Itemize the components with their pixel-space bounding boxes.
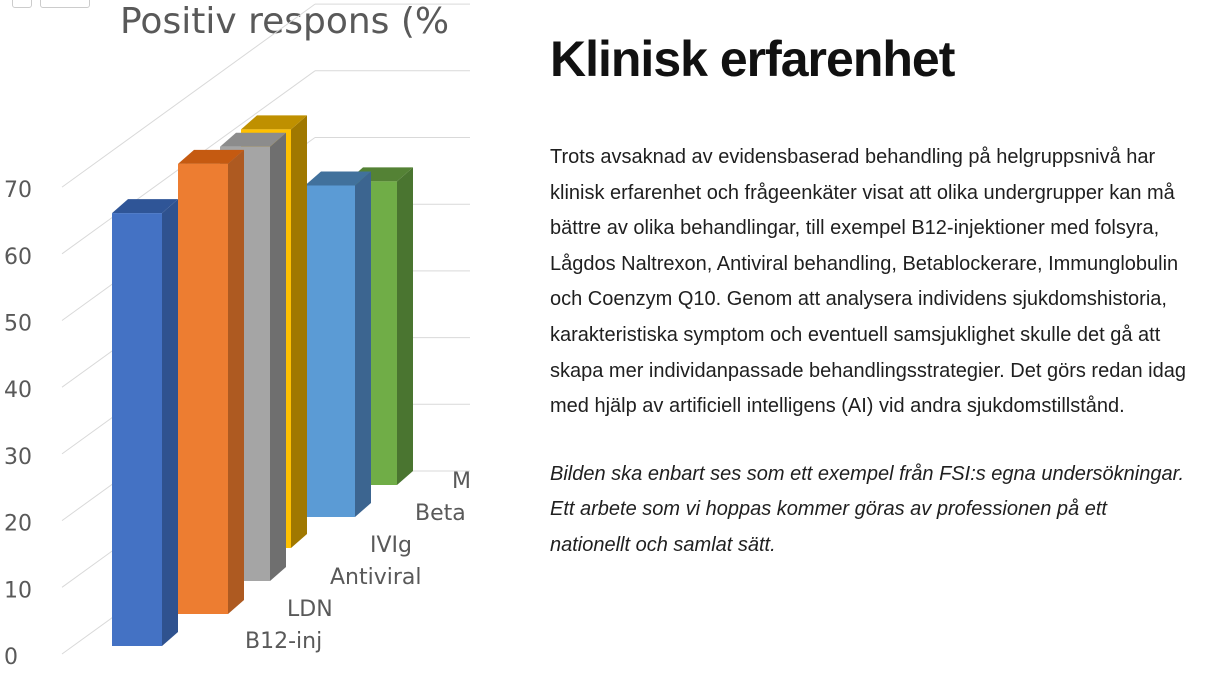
category-label: B12-inj (245, 629, 322, 654)
category-label: Beta (415, 501, 466, 526)
chart-toolbar-button[interactable] (40, 0, 90, 8)
category-label: IVIg (370, 533, 412, 558)
bar-side (291, 115, 307, 549)
bar-side (355, 171, 371, 518)
category-label: M (452, 469, 470, 494)
bar-top (241, 115, 307, 130)
bar-b12-inj (112, 199, 178, 646)
bar-side (270, 132, 286, 581)
bar-top (178, 149, 244, 164)
chart-toolbar-button[interactable] (12, 0, 32, 8)
bar-chart: Positiv respons (% 0 10 20 30 40 50 60 70 B12-i… (4, 1, 470, 670)
bar-top (220, 132, 286, 147)
y-tick-label: 20 (4, 512, 32, 537)
y-tick-label: 70 (4, 178, 32, 203)
bar-front (178, 163, 228, 614)
bar-front (112, 213, 162, 646)
bar-side (162, 199, 178, 646)
article-note: Bilden ska enbart ses som ett exempel fr… (550, 462, 1185, 556)
article-body: Trots avsaknad av evidensbaserad behandl… (550, 146, 1186, 418)
bar-side (228, 149, 244, 614)
category-label: LDN (287, 597, 333, 622)
y-tick-label: 0 (4, 645, 18, 670)
bar-front (305, 185, 355, 518)
y-tick-label: 10 (4, 578, 32, 603)
bar-top (305, 171, 371, 186)
bar-beta (305, 171, 371, 518)
category-label: Antiviral (330, 565, 422, 590)
y-tick-label: 50 (4, 312, 32, 337)
bar-side (397, 167, 413, 485)
y-tick-label: 40 (4, 378, 32, 403)
y-tick-label: 30 (4, 445, 32, 470)
article: Klinisk erfarenhet Trots avsaknad av evi… (550, 30, 1190, 564)
chart-title: Positiv respons (% (120, 1, 449, 42)
y-tick-label: 60 (4, 245, 32, 270)
article-heading: Klinisk erfarenhet (550, 31, 955, 87)
bar-ldn (178, 149, 244, 614)
bar-top (112, 199, 178, 214)
gridline (61, 3, 316, 188)
